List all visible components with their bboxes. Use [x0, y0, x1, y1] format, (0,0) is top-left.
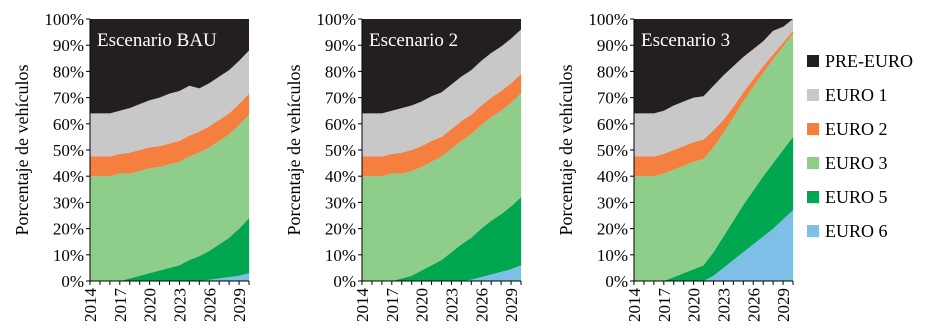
- legend: PRE-EURO EURO 1 EURO 2 EURO 3 EURO 5 EURO 6: [807, 51, 913, 241]
- y-tick-label: 20%: [597, 220, 628, 239]
- scenario-title: Escenario 3: [641, 30, 730, 51]
- x-tick-label: 2023: [442, 288, 461, 322]
- area-euro-5: [90, 218, 249, 281]
- y-tick-label: 70%: [53, 89, 84, 108]
- y-tick-label: 30%: [325, 193, 356, 212]
- area-euro-5: [362, 197, 521, 281]
- x-tick-label: 2026: [744, 288, 763, 322]
- y-tick-label: 80%: [53, 62, 84, 81]
- area-euro-1: [362, 29, 521, 157]
- x-tick-label: 2020: [413, 288, 432, 322]
- y-tick-label: 100%: [316, 10, 356, 29]
- y-tick-label: 40%: [53, 167, 84, 186]
- y-tick-label: 50%: [53, 141, 84, 160]
- legend-swatch-euro-3: [807, 157, 819, 169]
- x-tick-label: 2014: [81, 288, 100, 323]
- y-axis-title: Porcentaje de vehículos: [284, 65, 304, 236]
- area-euro-6: [634, 210, 793, 281]
- x-tick-label: 2029: [230, 288, 249, 322]
- legend-swatch-euro-1: [807, 89, 819, 101]
- y-tick-label: 0%: [333, 272, 356, 291]
- legend-swatch-euro-6: [807, 225, 819, 237]
- x-tick-label: 2017: [655, 287, 674, 322]
- x-tick-label: 2026: [200, 288, 219, 322]
- y-tick-label: 10%: [325, 246, 356, 265]
- x-tick-label: 2023: [714, 288, 733, 322]
- legend-label-euro-5: EURO 5: [825, 187, 888, 207]
- area-euro-2: [90, 93, 249, 177]
- area-pre-euro: [362, 19, 521, 114]
- area-euro-3: [90, 114, 249, 281]
- legend-label-euro-1: EURO 1: [825, 85, 888, 105]
- x-tick-label: 2029: [774, 288, 793, 322]
- legend-swatch-euro-2: [807, 123, 819, 135]
- legend-label-pre-euro: PRE-EURO: [825, 51, 913, 71]
- x-tick-label: 2017: [383, 287, 402, 322]
- x-tick-label: 2020: [685, 288, 704, 322]
- y-tick-label: 20%: [53, 220, 84, 239]
- y-tick-label: 60%: [53, 115, 84, 134]
- panel-scenario-3: 0% 10% 20% 30% 40% 50% 60% 70% 80% 90% 100% 2014 201…: [556, 10, 794, 323]
- area-euro-3: [362, 93, 521, 281]
- x-tick-label: 2029: [502, 288, 521, 322]
- panel-scenario-2: 0% 10% 20% 30% 40% 50% 60% 70% 80% 90% 100% 2014 201…: [284, 10, 522, 323]
- legend-swatch-euro-5: [807, 191, 819, 203]
- y-tick-label: 60%: [325, 115, 356, 134]
- y-tick-label: 0%: [605, 272, 628, 291]
- y-tick-label: 70%: [325, 89, 356, 108]
- y-tick-label: 30%: [597, 193, 628, 212]
- x-tick-label: 2014: [625, 288, 644, 323]
- area-euro-1: [90, 50, 249, 157]
- y-tick-label: 60%: [597, 115, 628, 134]
- y-tick-label: 90%: [597, 36, 628, 55]
- legend-label-euro-2: EURO 2: [825, 119, 888, 139]
- y-tick-label: 20%: [325, 220, 356, 239]
- area-euro-6: [90, 273, 249, 281]
- y-tick-label: 40%: [325, 167, 356, 186]
- scenario-title: Escenario BAU: [97, 30, 217, 51]
- y-axis-title: Porcentaje de vehículos: [12, 65, 32, 236]
- area-pre-euro: [90, 19, 249, 114]
- area-euro-2: [634, 30, 793, 177]
- area-euro-3: [634, 33, 793, 281]
- legend-label-euro-3: EURO 3: [825, 153, 888, 173]
- x-tick-label: 2020: [141, 288, 160, 322]
- y-tick-label: 50%: [325, 141, 356, 160]
- y-tick-label: 0%: [61, 272, 84, 291]
- scenario-title: Escenario 2: [369, 30, 458, 51]
- area-euro-2: [362, 74, 521, 177]
- legend-label-euro-6: EURO 6: [825, 221, 888, 241]
- y-axis-title: Porcentaje de vehículos: [556, 65, 576, 236]
- legend-swatch-pre-euro: [807, 55, 819, 67]
- y-tick-label: 70%: [597, 89, 628, 108]
- x-tick-label: 2017: [111, 287, 130, 322]
- y-tick-label: 10%: [597, 246, 628, 265]
- panel-bau: 0% 10% 20% 30% 40% 50% 60% 70% 80% 90% 100% 2014 201…: [12, 10, 250, 323]
- y-tick-label: 100%: [44, 10, 84, 29]
- y-tick-label: 90%: [53, 36, 84, 55]
- y-tick-label: 80%: [325, 62, 356, 81]
- y-tick-label: 50%: [597, 141, 628, 160]
- y-tick-label: 80%: [597, 62, 628, 81]
- y-tick-label: 30%: [53, 193, 84, 212]
- area-euro-1: [634, 19, 793, 157]
- area-pre-euro: [634, 19, 793, 114]
- y-tick-label: 90%: [325, 36, 356, 55]
- y-tick-label: 40%: [597, 167, 628, 186]
- y-tick-label: 100%: [588, 10, 628, 29]
- x-tick-label: 2026: [472, 288, 491, 322]
- y-tick-label: 10%: [53, 246, 84, 265]
- x-tick-label: 2023: [170, 288, 189, 322]
- x-tick-label: 2014: [353, 288, 372, 323]
